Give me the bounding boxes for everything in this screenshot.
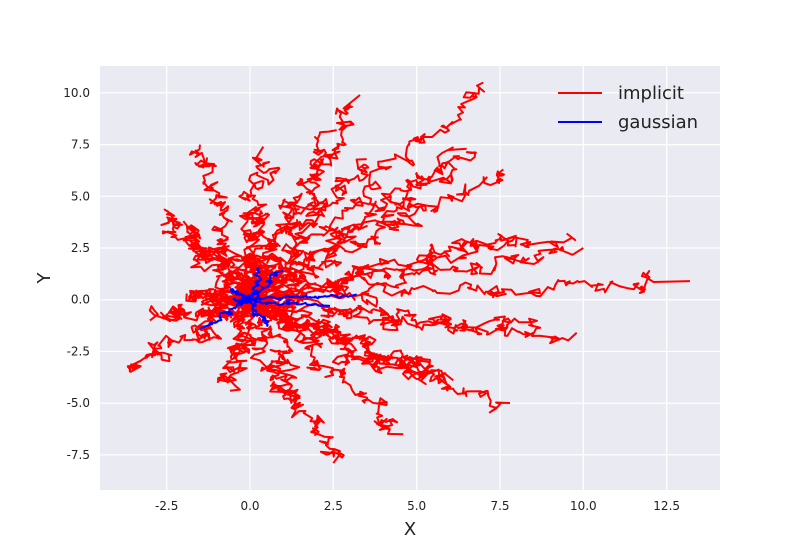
y-tick-label: 7.5 [71,138,90,152]
trajectory-implicit [241,234,518,311]
trajectory-gaussian [248,293,357,301]
trajectory-implicit [216,293,256,392]
trajectory-implicit [238,158,370,301]
trajectory-implicit [245,129,337,301]
x-tick-label: -2.5 [155,499,178,513]
x-tick-labels: -2.5 0.0 2.5 5.0 7.5 10.0 12.5 [155,499,680,513]
y-tick-label: 0.0 [71,293,90,307]
x-tick-label: 10.0 [570,499,597,513]
legend: implicit gaussian [558,83,698,133]
y-tick-label: -7.5 [67,448,90,462]
y-tick-label: -2.5 [67,344,90,358]
y-tick-label: 5.0 [71,189,90,203]
x-tick-label: 7.5 [490,499,509,513]
plot-area [100,66,720,490]
y-tick-label: 10.0 [63,86,90,100]
trajectories [126,81,691,464]
x-tick-label: 5.0 [407,499,426,513]
y-tick-labels: -7.5 -5.0 -2.5 0.0 2.5 5.0 7.5 10.0 [63,86,90,462]
trajectory-gaussian [232,294,252,307]
y-tick-label: 2.5 [71,241,90,255]
trajectory-implicit [245,294,411,374]
legend-label-implicit: implicit [618,83,684,104]
y-axis-label: Y [34,272,55,285]
legend-label-gaussian: gaussian [618,112,698,133]
x-axis-label: X [404,519,416,540]
trajectory-gaussian [248,298,270,328]
trajectory-implicit [249,270,691,308]
trajectory-implicit [245,94,361,301]
trajectory-implicit [240,81,485,301]
x-tick-label: 2.5 [324,499,343,513]
trajectory-gaussian [248,269,284,303]
x-tick-label: 12.5 [653,499,680,513]
grid [100,66,720,490]
trajectory-implicit [160,208,251,303]
trajectory-implicit [245,146,467,300]
x-tick-label: 0.0 [240,499,259,513]
y-tick-label: -5.0 [67,396,90,410]
trajectory-implicit [249,293,578,345]
trajectory-gaussian [246,298,331,307]
